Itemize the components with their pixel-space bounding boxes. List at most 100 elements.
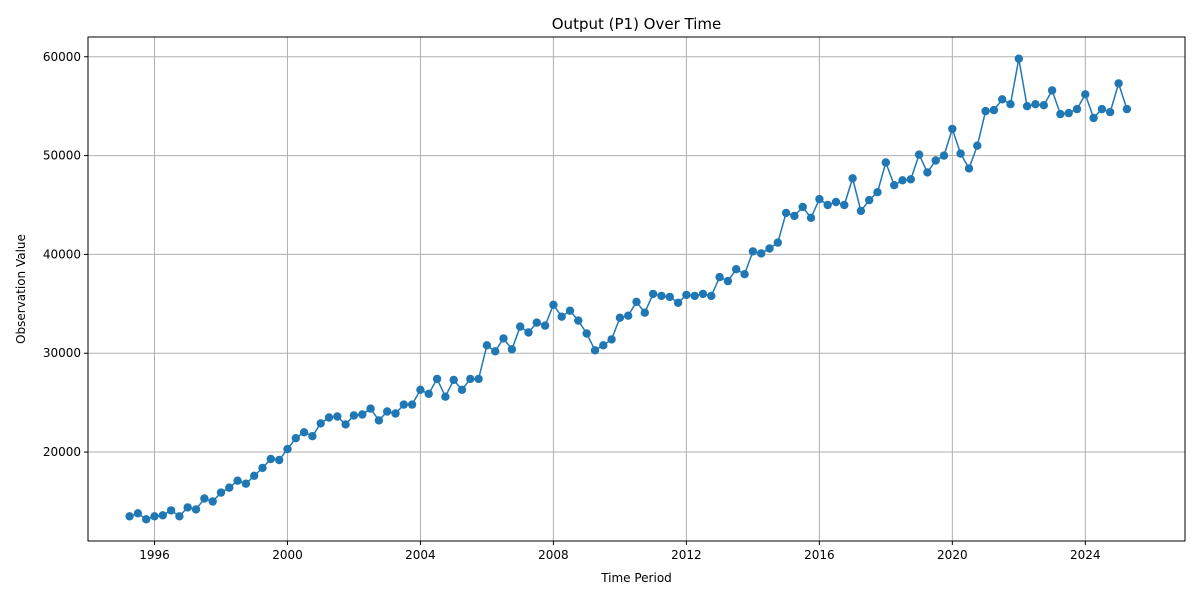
data-point (1072, 104, 1082, 114)
data-point (516, 322, 525, 331)
data-point (299, 428, 309, 437)
data-point (1039, 101, 1049, 110)
data-point (848, 174, 857, 183)
x-tick-label: 2004 (405, 548, 436, 562)
data-point (150, 512, 159, 521)
data-point (457, 385, 467, 394)
data-point (574, 316, 583, 325)
data-point (615, 313, 625, 322)
y-tick-label: 60000 (43, 50, 81, 64)
data-point (923, 168, 932, 177)
x-tick-label: 2024 (1070, 548, 1101, 562)
data-point (723, 276, 733, 286)
data-point (324, 413, 334, 422)
data-point (881, 158, 890, 167)
data-point (873, 188, 882, 197)
data-point (798, 202, 807, 212)
data-point (865, 195, 874, 205)
data-point (491, 347, 500, 356)
grid-lines (88, 37, 1185, 541)
y-tick-label: 20000 (43, 445, 81, 459)
x-tick-label: 2020 (937, 548, 968, 562)
data-point (765, 244, 774, 253)
data-point (1047, 86, 1057, 95)
data-point (424, 389, 433, 398)
data-point (291, 434, 300, 443)
data-point (283, 444, 292, 454)
data-point (682, 290, 691, 300)
data-point (233, 476, 242, 485)
x-tick-label: 2008 (538, 548, 569, 562)
data-point (482, 341, 492, 350)
data-point (166, 506, 176, 515)
data-point (474, 374, 483, 384)
data-point (1122, 104, 1132, 114)
data-point (989, 105, 999, 115)
data-point (840, 200, 849, 210)
x-tick-label: 2016 (804, 548, 835, 562)
data-point (158, 511, 167, 520)
data-point (582, 329, 591, 338)
data-point (175, 512, 184, 521)
data-point (341, 420, 350, 429)
data-point (183, 503, 192, 512)
data-point (499, 334, 508, 343)
data-point (906, 175, 915, 184)
data-point (1089, 113, 1098, 123)
data-point (316, 419, 325, 428)
data-point (507, 345, 517, 354)
data-point (549, 300, 558, 309)
data-point (416, 385, 425, 394)
data-point (1022, 102, 1032, 111)
data-point (732, 265, 741, 274)
data-point (1031, 100, 1040, 109)
data-point (208, 497, 217, 506)
data-point (308, 432, 317, 441)
data-point (624, 311, 633, 320)
data-point (532, 318, 541, 327)
data-point (690, 291, 699, 301)
data-point (640, 308, 649, 317)
data-point (1097, 104, 1107, 114)
data-point (707, 291, 716, 301)
data-point (191, 505, 201, 514)
data-point (1014, 54, 1023, 63)
data-point (648, 289, 658, 299)
data-point (241, 479, 251, 488)
data-point (948, 124, 957, 134)
series-layer (125, 54, 1132, 524)
plot-area-frame (87, 36, 1186, 542)
data-point (258, 463, 267, 473)
data-point (399, 400, 408, 409)
y-axis-ticks: 20000 30000 40000 50000 60000 (43, 50, 88, 459)
chart-title: Output (P1) Over Time (552, 15, 722, 33)
data-point (931, 156, 940, 165)
y-tick-label: 50000 (43, 149, 81, 163)
data-point (607, 335, 616, 344)
data-point (998, 95, 1007, 104)
data-point (740, 270, 749, 279)
data-point (407, 400, 417, 409)
data-point (715, 272, 724, 282)
data-point (524, 328, 533, 337)
data-point (590, 346, 600, 355)
data-point (1114, 79, 1123, 88)
data-point (956, 149, 965, 158)
data-point (757, 249, 766, 258)
data-point (275, 455, 284, 465)
data-point (441, 392, 450, 401)
data-point (657, 291, 666, 301)
data-point (266, 454, 275, 464)
series-line (129, 58, 1128, 521)
data-point (1081, 90, 1090, 99)
data-point (142, 515, 151, 524)
data-point (806, 213, 816, 222)
data-point (125, 512, 134, 521)
data-point (815, 194, 824, 204)
data-point (432, 374, 442, 384)
data-point (831, 197, 841, 207)
y-axis-title: Observation Value (14, 234, 28, 344)
data-point (1006, 100, 1015, 109)
y-tick-label: 30000 (43, 346, 81, 360)
